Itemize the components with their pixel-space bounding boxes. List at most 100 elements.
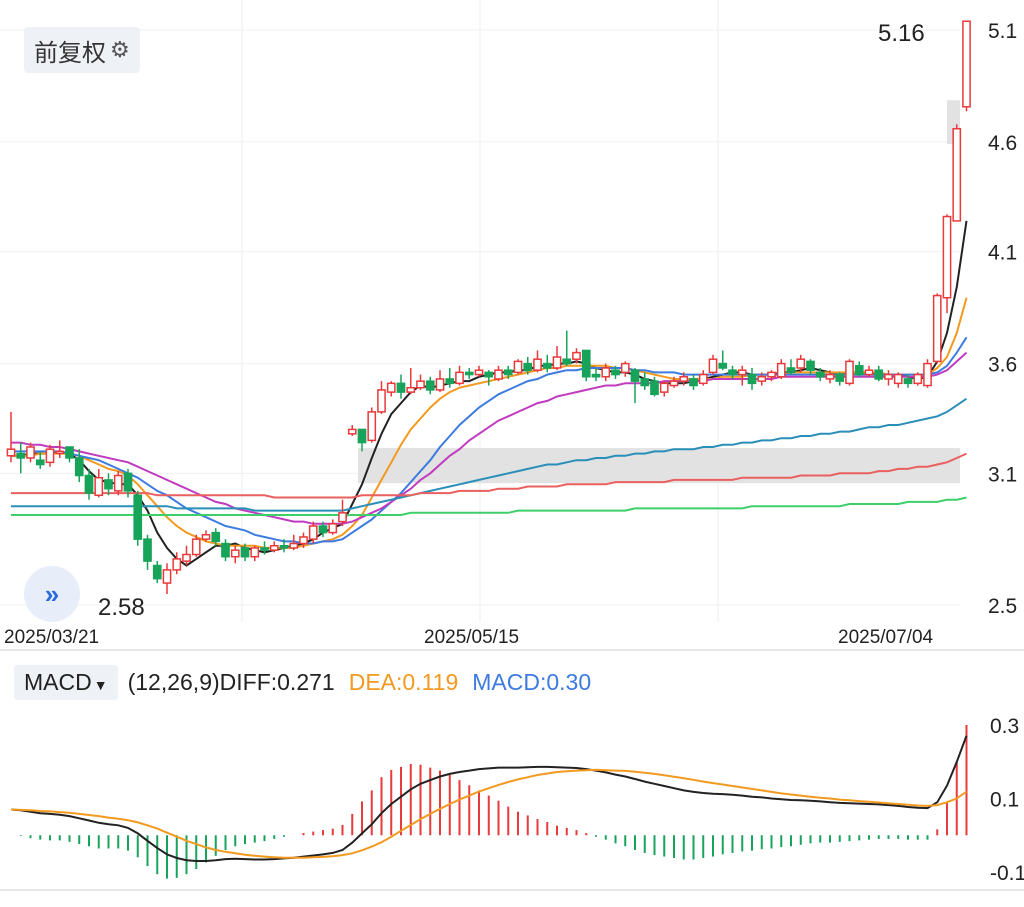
moving-average-line	[11, 297, 968, 549]
candle-body	[35, 459, 45, 466]
candle-body	[269, 544, 279, 551]
candle-body	[104, 479, 113, 490]
candle-body	[601, 367, 611, 378]
candle-body	[845, 360, 854, 385]
candle-body	[581, 349, 591, 378]
candle-body	[133, 494, 143, 540]
candle-body	[84, 474, 94, 494]
candle-body	[338, 512, 347, 523]
candle-body	[796, 358, 806, 369]
gear-icon[interactable]: ⚙	[110, 37, 130, 62]
candle-body	[757, 376, 767, 382]
macd-diff-value: DIFF:0.271	[219, 668, 335, 695]
candle-body	[562, 358, 572, 365]
caret-down-icon: ▼	[93, 676, 108, 693]
candle-body	[835, 373, 845, 382]
candle-body	[172, 558, 182, 571]
candle-body	[776, 362, 786, 378]
candle-body	[737, 369, 747, 376]
candle-body	[26, 446, 35, 459]
moving-average-line	[11, 220, 968, 567]
candle-body	[211, 531, 221, 543]
candle-body	[591, 373, 601, 378]
candle-body	[55, 450, 65, 455]
candle-body	[640, 378, 650, 387]
consolidation-band	[358, 448, 960, 484]
price-adjust-label: 前复权	[34, 39, 106, 67]
candle-body	[874, 369, 884, 380]
macd-axis-label: 0.1	[990, 789, 1019, 812]
date-axis-label: 2025/05/15	[424, 627, 519, 648]
candle-body	[689, 378, 698, 387]
macd-dea-line	[10, 768, 968, 859]
candle-body	[123, 472, 133, 492]
date-axis-label: 2025/07/04	[838, 627, 934, 648]
candle-body	[377, 389, 386, 413]
candle-body	[620, 362, 630, 374]
candle-body	[435, 378, 445, 391]
indicator-selector-label: MACD	[24, 668, 92, 695]
candle-body	[347, 428, 357, 435]
price-axis-label: 5.1	[988, 20, 1017, 43]
candle-body	[903, 378, 913, 385]
candle-body	[669, 380, 679, 387]
candle-body	[230, 549, 240, 558]
expand-panel-button[interactable]: »	[24, 566, 80, 622]
candle-body	[201, 534, 211, 540]
candle-body	[357, 428, 367, 444]
candle-body	[250, 547, 260, 558]
high-price-annotation: 5.16	[878, 20, 925, 47]
candle-body	[406, 386, 416, 393]
candle-body	[94, 476, 104, 497]
double-chevron-right-icon: »	[44, 578, 60, 609]
candle-body	[240, 547, 250, 558]
candle-body	[698, 373, 708, 385]
macd-axis-label: -0.1	[990, 862, 1024, 885]
moving-average-line	[11, 397, 968, 512]
candle-body	[152, 564, 162, 580]
candle-body	[396, 382, 406, 393]
candle-body	[923, 362, 932, 387]
candle-body	[884, 373, 893, 380]
candle-body	[260, 547, 269, 551]
candle-body	[191, 538, 201, 556]
candle-body	[464, 371, 474, 376]
indicator-selector[interactable]: MACD ▼	[14, 664, 118, 700]
candle-body	[503, 369, 513, 376]
macd-diff-line	[10, 735, 968, 862]
moving-average-line	[11, 452, 967, 499]
candle-body	[854, 365, 864, 376]
candle-body	[425, 380, 435, 391]
macd-axis-label: 0.3	[990, 715, 1019, 738]
candle-body	[45, 448, 55, 464]
candle-body	[767, 371, 776, 378]
candle-body	[542, 362, 552, 369]
candle-body	[484, 371, 494, 378]
candle-body	[143, 538, 152, 562]
candle-body	[367, 411, 377, 442]
candle-body	[65, 446, 74, 459]
candle-body	[659, 382, 669, 393]
candle-body	[445, 378, 455, 385]
date-axis-label: 2025/03/21	[4, 627, 99, 648]
candle-body	[708, 358, 718, 374]
candle-body	[718, 362, 728, 369]
candle-body	[893, 373, 903, 385]
candle-body	[630, 369, 640, 382]
candle-body	[864, 369, 874, 376]
candle-body	[533, 358, 542, 371]
candle-body	[6, 448, 16, 457]
candle-body	[962, 20, 971, 108]
candle-body	[318, 525, 328, 534]
moving-average-line	[11, 351, 968, 525]
candle-body	[386, 382, 396, 393]
candle-body	[513, 360, 523, 374]
candle-body	[455, 371, 464, 385]
macd-macd-value: MACD:0.30	[472, 668, 592, 695]
candle-body	[221, 542, 230, 558]
candle-body	[328, 523, 338, 534]
price-adjust-selector[interactable]: 前复权 ⚙	[24, 27, 140, 73]
candle-body	[113, 474, 123, 492]
